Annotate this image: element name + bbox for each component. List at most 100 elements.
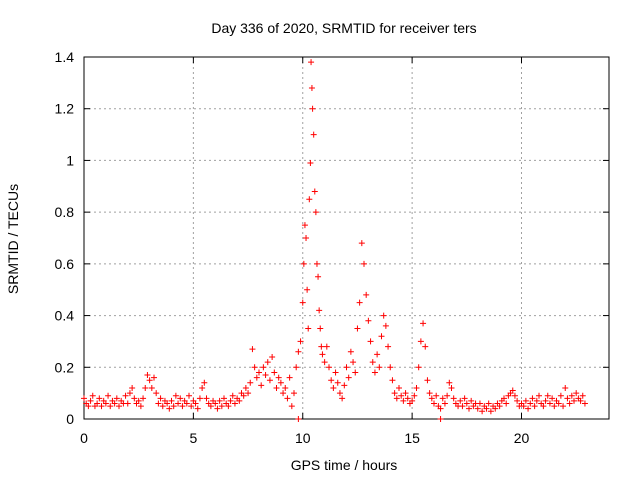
data-point [85, 403, 92, 410]
data-point [318, 343, 325, 350]
data-point [216, 397, 223, 404]
data-point [525, 405, 532, 412]
data-point [98, 403, 105, 410]
data-point [374, 351, 381, 358]
data-point [87, 397, 94, 404]
data-point [102, 400, 109, 407]
data-point [107, 403, 114, 410]
data-point [295, 348, 302, 355]
data-point [555, 400, 562, 407]
data-point [487, 408, 494, 415]
data-point [309, 105, 316, 112]
data-point [391, 390, 398, 397]
data-point [122, 392, 129, 399]
data-point [295, 416, 302, 422]
data-point [422, 343, 429, 350]
data-point [308, 59, 315, 66]
data-point [177, 395, 184, 402]
data-point [564, 395, 571, 402]
data-point [229, 392, 236, 399]
data-point [540, 403, 547, 410]
data-point [522, 397, 529, 404]
x-tick-label: 15 [404, 430, 420, 446]
data-point [568, 392, 575, 399]
data-point [400, 397, 407, 404]
y-tick-label: 0.2 [55, 359, 75, 375]
data-point [566, 400, 573, 407]
data-point [280, 390, 287, 397]
data-point [242, 384, 249, 391]
chart-title: Day 336 of 2020, SRMTID for receiver ter… [211, 20, 476, 36]
data-point [533, 397, 540, 404]
data-point [319, 351, 326, 358]
data-point [142, 384, 149, 391]
data-point [288, 403, 295, 410]
data-point [262, 372, 269, 379]
y-tick-label: 0.8 [55, 204, 75, 220]
data-point [303, 235, 310, 241]
data-point [175, 400, 182, 407]
data-point [111, 400, 118, 407]
data-point [271, 369, 278, 376]
data-point [284, 395, 291, 402]
data-point [492, 405, 499, 412]
data-point [129, 384, 136, 391]
data-point [573, 390, 580, 397]
data-point [300, 260, 307, 267]
data-point [116, 403, 122, 410]
x-axis: 0 5 10 15 20 [80, 57, 529, 446]
data-point [192, 400, 199, 407]
data-point [207, 403, 214, 410]
data-point [188, 403, 195, 410]
data-point [352, 369, 359, 376]
data-point [258, 382, 265, 389]
data-point [433, 392, 440, 399]
data-point [253, 374, 260, 381]
data-point [186, 392, 192, 399]
data-point [369, 359, 376, 366]
data-point [94, 400, 101, 407]
data-point [514, 397, 521, 404]
data-point [313, 260, 320, 267]
data-point [437, 405, 444, 412]
x-tick-label: 0 [80, 430, 88, 446]
x-tick-label: 20 [514, 430, 530, 446]
data-point [89, 392, 96, 399]
data-point [315, 273, 322, 280]
data-point [350, 359, 357, 366]
data-point [166, 405, 173, 412]
data-point [485, 400, 492, 407]
data-point [305, 325, 312, 332]
data-point [402, 390, 409, 397]
data-point [135, 397, 142, 404]
data-point [199, 384, 206, 391]
data-point [323, 343, 330, 350]
data-point [426, 390, 433, 397]
x-tick-label: 10 [295, 430, 311, 446]
data-point [546, 400, 553, 407]
data-point [140, 395, 147, 402]
data-point [269, 353, 276, 360]
data-point [461, 395, 468, 402]
plot-frame [83, 56, 610, 420]
data-point [105, 392, 112, 399]
data-point [411, 392, 418, 399]
data-point [113, 395, 120, 402]
data-point [310, 131, 317, 138]
data-point [577, 397, 584, 404]
data-point [214, 405, 221, 412]
data-point [291, 390, 297, 397]
data-point [385, 343, 392, 350]
data-point [247, 379, 254, 386]
data-point [172, 392, 179, 399]
data-point [183, 400, 190, 407]
data-point [529, 395, 536, 402]
data-point [81, 395, 87, 402]
y-tick-label: 1.4 [55, 49, 75, 65]
data-point [358, 240, 365, 247]
y-tick-label: 0.4 [55, 308, 75, 324]
data-point [520, 403, 527, 410]
data-point [264, 359, 271, 366]
data-point [354, 325, 361, 332]
data-point [343, 364, 350, 371]
